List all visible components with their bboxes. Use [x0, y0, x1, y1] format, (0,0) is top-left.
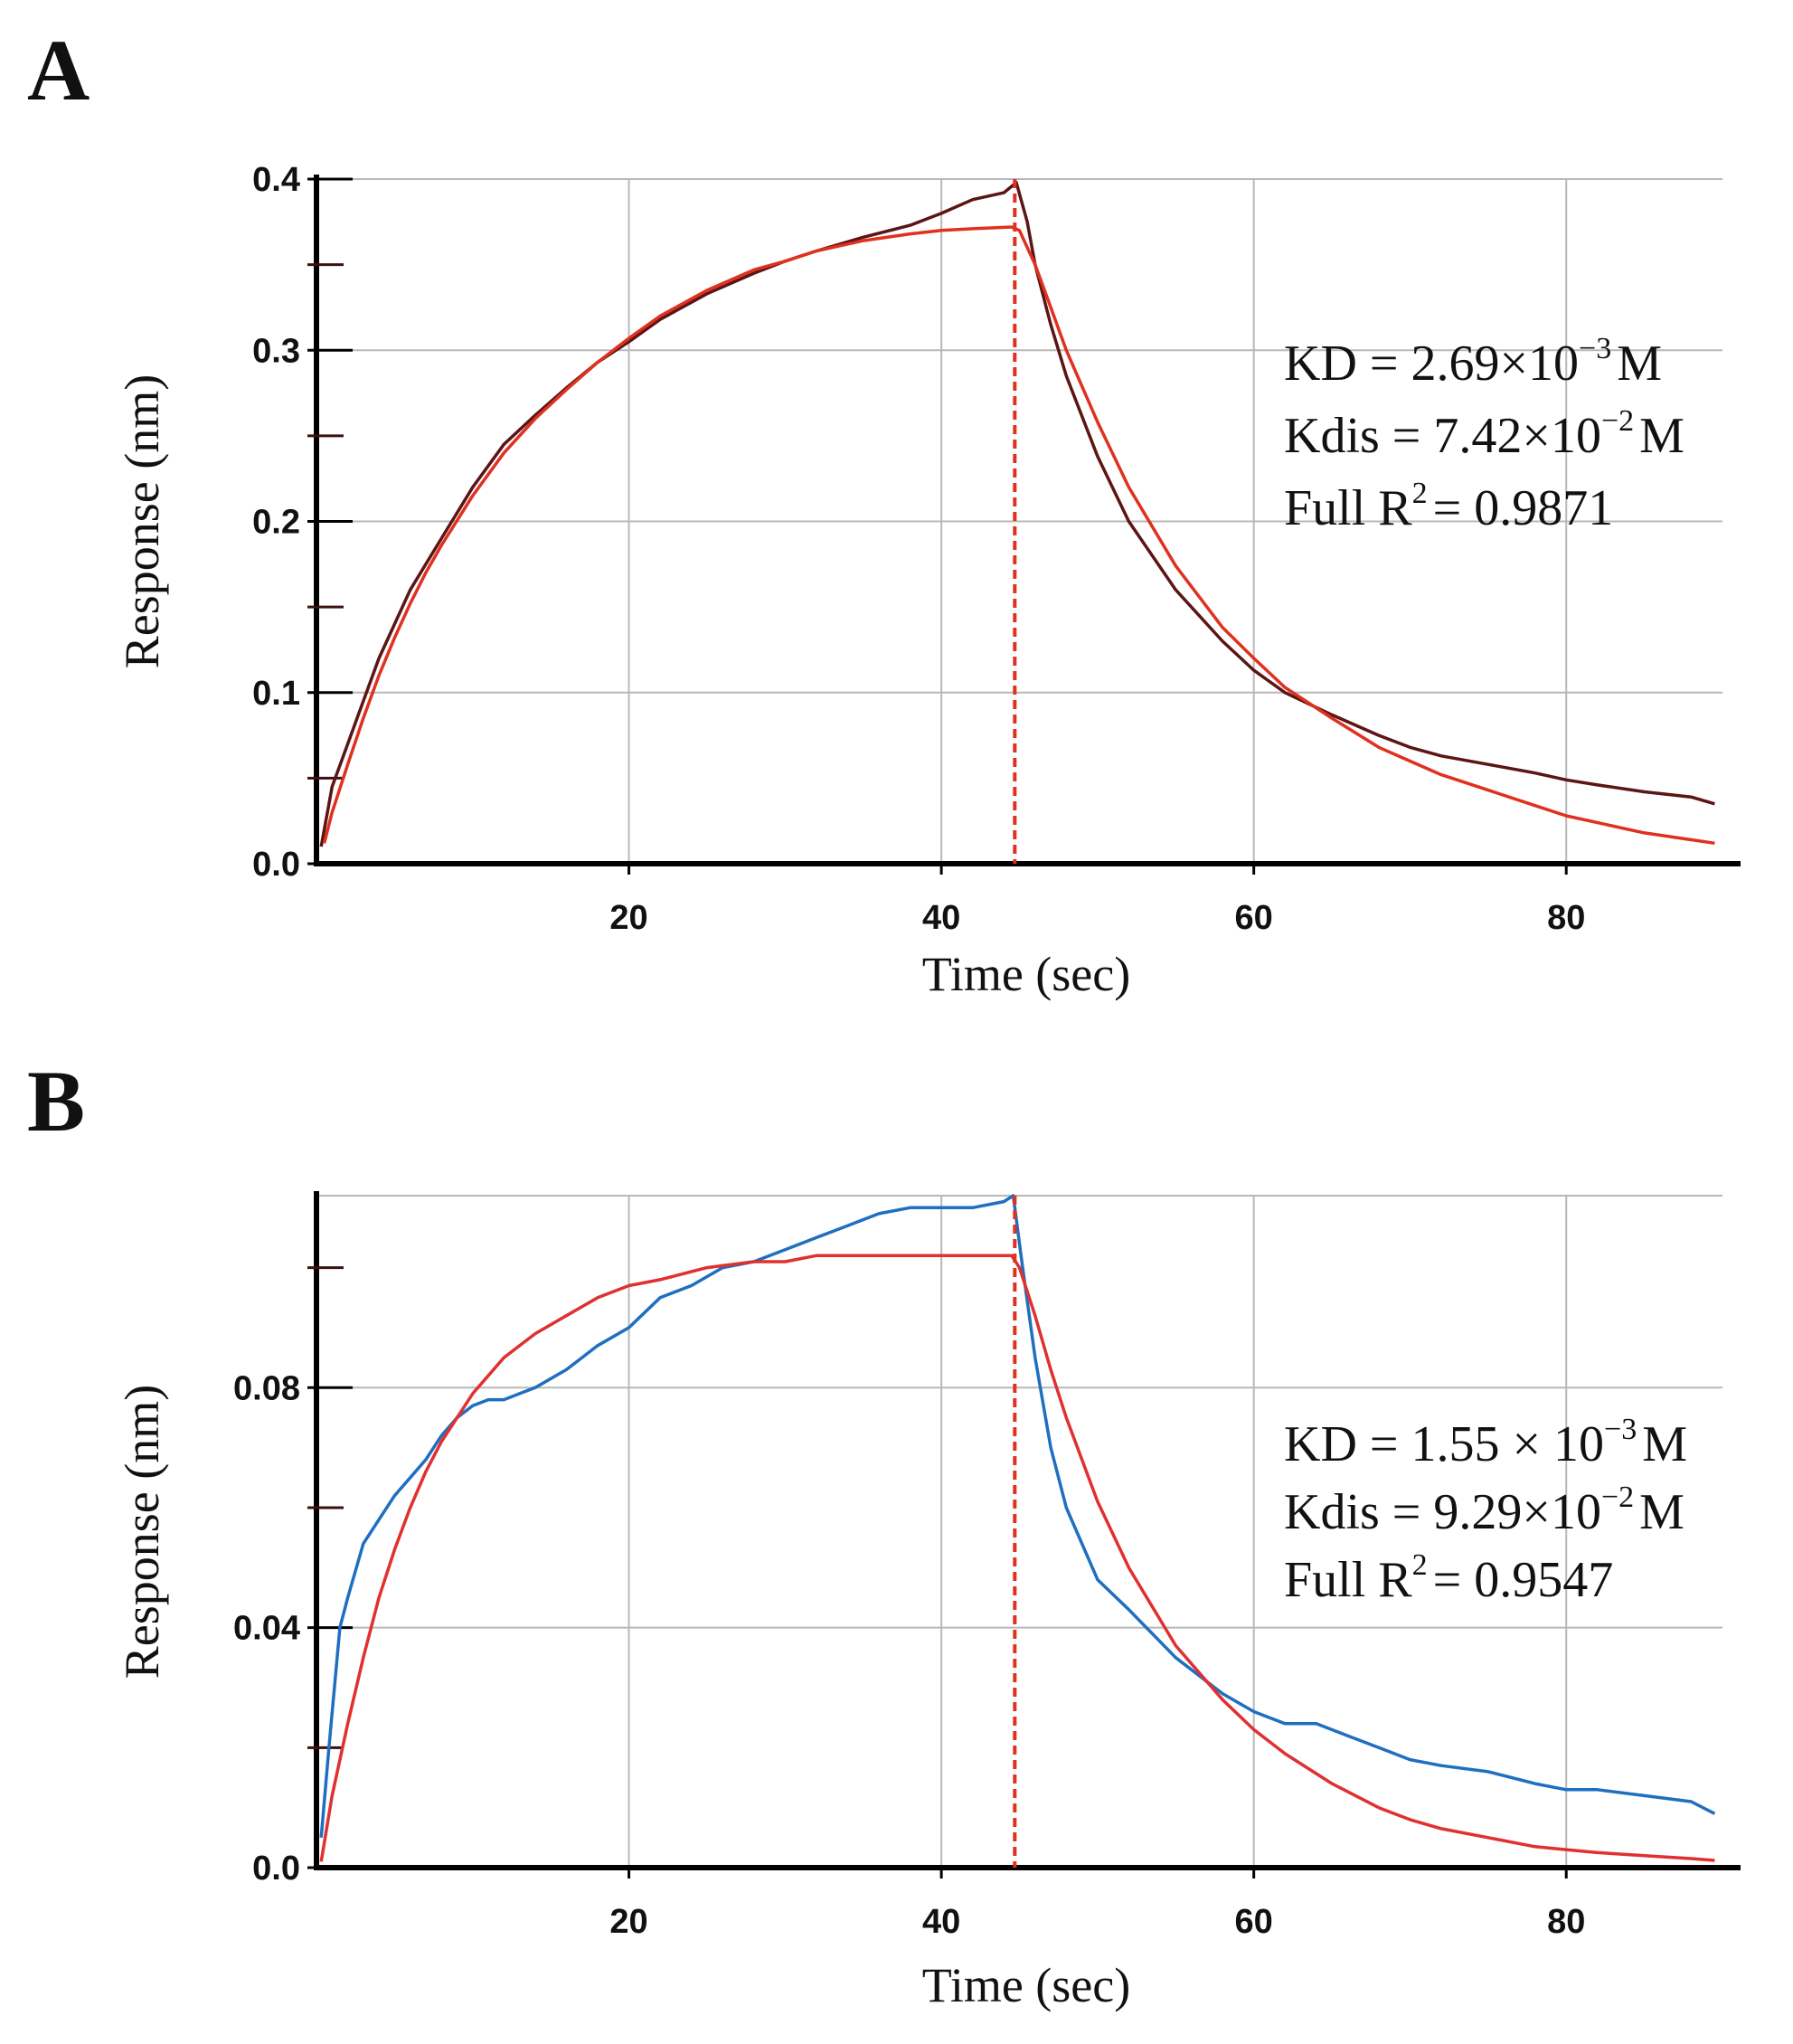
x-axis-title: Time (sec) [922, 947, 1130, 1001]
fit-annotation: KD = 1.55 × 10−3 M [1284, 1413, 1687, 1472]
y-tick-label: 0.2 [252, 504, 300, 542]
y-axis-title: Response (nm) [115, 374, 169, 668]
x-tick-label: 60 [1235, 1903, 1273, 1941]
fit-annotation: Full R2 = 0.9547 [1284, 1548, 1613, 1608]
series-line-2 [319, 1254, 1715, 1862]
chart-b: 0.0 0.04 0.08 20 40 60 80 Time (sec) Response (n… [115, 1191, 1741, 2012]
fit-annotation: KD = 2.69×10−3 M [1284, 332, 1662, 392]
y-tick-label: 0.1 [252, 675, 300, 713]
x-tick-label: 20 [609, 899, 647, 937]
series-line-2 [322, 225, 1715, 846]
x-axis-title: Time (sec) [922, 1958, 1130, 2012]
y-axis-title: Response (nm) [115, 1385, 169, 1679]
y-tick-label: 0.04 [233, 1610, 300, 1648]
panel-label-a: A [27, 22, 90, 118]
panel-a: A 0.0 0.1 0.2 0.3 0.4 20 40 60 80 Time (sec) Respo… [27, 22, 1741, 1001]
y-tick-label: 0.0 [252, 1850, 300, 1888]
x-tick-label: 80 [1547, 899, 1585, 937]
chart-a: 0.0 0.1 0.2 0.3 0.4 20 40 60 80 Time (sec) Respons… [115, 161, 1741, 1001]
fit-annotation: Kdis = 9.29×10−2 M [1284, 1481, 1684, 1540]
x-tick-label: 20 [609, 1903, 647, 1941]
y-tick-label: 0.4 [252, 161, 300, 199]
x-tick-label: 40 [922, 1903, 960, 1941]
fit-annotation: Kdis = 7.42×10−2 M [1284, 404, 1684, 464]
fit-annotation: Full R2 = 0.9871 [1284, 477, 1613, 536]
x-tick-label: 40 [922, 899, 960, 937]
series-line-1 [319, 181, 1715, 847]
series-line-1 [319, 1194, 1716, 1838]
x-tick-label: 60 [1235, 899, 1273, 937]
y-tick-label: 0.08 [233, 1369, 300, 1407]
y-tick-label: 0.0 [252, 846, 300, 884]
panel-label-b: B [27, 1053, 86, 1150]
y-tick-label: 0.3 [252, 332, 300, 370]
panel-b: B 0.0 0.04 0.08 20 40 60 80 Time (sec) Response … [0, 1022, 1793, 2044]
x-tick-label: 80 [1547, 1903, 1585, 1941]
